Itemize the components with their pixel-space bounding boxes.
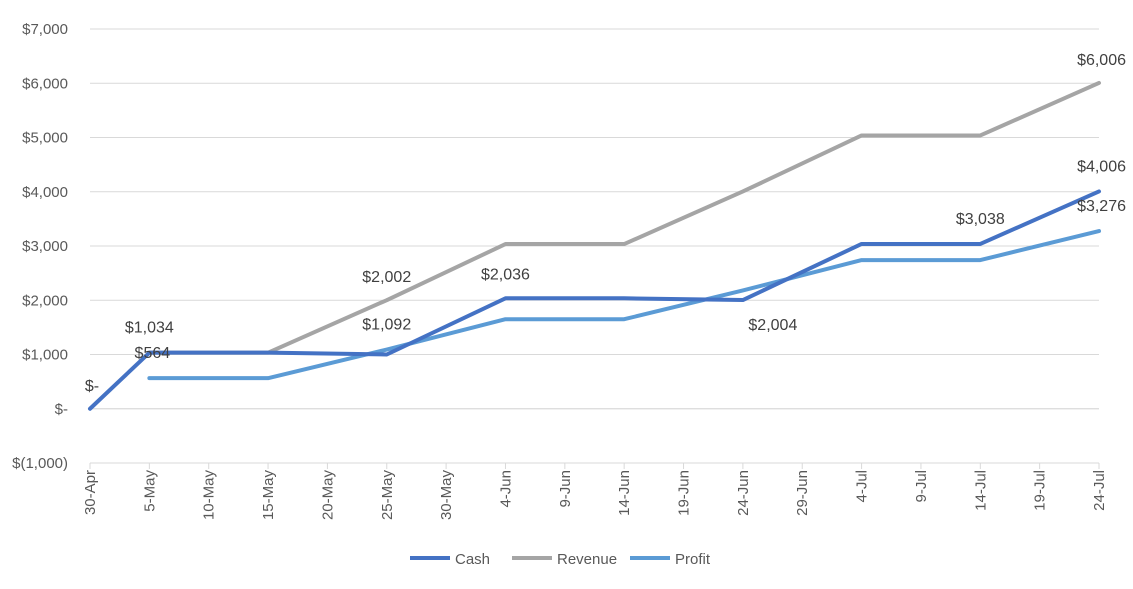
legend-label-revenue: Revenue <box>557 551 617 568</box>
legend: Cash Revenue Profit <box>410 551 711 568</box>
x-tick-label: 9-Jun <box>557 470 574 508</box>
series-line-revenue <box>147 80 1101 355</box>
x-axis: 30-Apr 5-May 10-May 15-May 20-May 25-May 30-Ma… <box>82 408 1108 521</box>
y-tick-label: $5,000 <box>22 130 68 147</box>
data-label-cash: $3,038 <box>956 211 1005 228</box>
data-label-profit: $1,092 <box>362 317 411 334</box>
x-tick-label: 24-Jun <box>735 470 752 516</box>
x-tick-label: 14-Jun <box>616 470 633 516</box>
data-label-cash: $2,004 <box>748 317 797 334</box>
data-label-cash: $- <box>85 378 99 395</box>
y-tick-label: $1,000 <box>22 347 68 364</box>
x-tick-label: 19-Jun <box>676 470 693 516</box>
data-labels: $- $1,034 $564 $2,002 $1,092 $2,036 $2,004 $3,0… <box>85 52 1126 395</box>
x-tick-label: 4-Jun <box>497 470 514 508</box>
data-label-profit: $564 <box>135 345 171 362</box>
x-tick-label: 29-Jun <box>794 470 811 516</box>
data-label-profit: $3,276 <box>1077 198 1126 215</box>
x-tick-label: 30-Apr <box>82 470 99 515</box>
data-label-cash: $2,036 <box>481 266 530 283</box>
x-tick-label: 5-May <box>141 470 158 512</box>
y-tick-label: $4,000 <box>22 184 68 201</box>
data-label-cash: $1,034 <box>125 320 174 337</box>
data-label-revenue: $2,002 <box>362 269 411 286</box>
y-tick-label: $- <box>55 401 68 418</box>
data-label-revenue: $6,006 <box>1077 52 1126 69</box>
x-tick-label: 19-Jul <box>1032 470 1049 511</box>
y-tick-label: $3,000 <box>22 238 68 255</box>
series-line-profit <box>147 229 1101 381</box>
legend-label-profit: Profit <box>675 551 711 568</box>
series-line-cash <box>88 189 1101 411</box>
y-tick-label: $6,000 <box>22 75 68 92</box>
data-label-cash: $4,006 <box>1077 158 1126 175</box>
y-tick-label: $2,000 <box>22 292 68 309</box>
legend-label-cash: Cash <box>455 551 490 568</box>
x-tick-label: 25-May <box>379 470 396 521</box>
x-tick-label: 14-Jul <box>972 470 989 511</box>
x-tick-label: 9-Jul <box>913 470 930 503</box>
y-axis-tick-labels: $(1,000) $- $1,000 $2,000 $3,000 $4,000 $5,000… <box>12 21 68 472</box>
x-tick-label: 20-May <box>319 470 336 521</box>
series-lines <box>88 80 1101 411</box>
y-tick-label: $7,000 <box>22 21 68 38</box>
x-tick-label: 15-May <box>260 470 277 521</box>
y-tick-label: $(1,000) <box>12 455 68 472</box>
x-tick-label: 4-Jul <box>854 470 871 503</box>
x-tick-label: 30-May <box>438 470 455 521</box>
x-tick-label: 24-Jul <box>1091 470 1108 511</box>
x-tick-label: 10-May <box>201 470 218 521</box>
